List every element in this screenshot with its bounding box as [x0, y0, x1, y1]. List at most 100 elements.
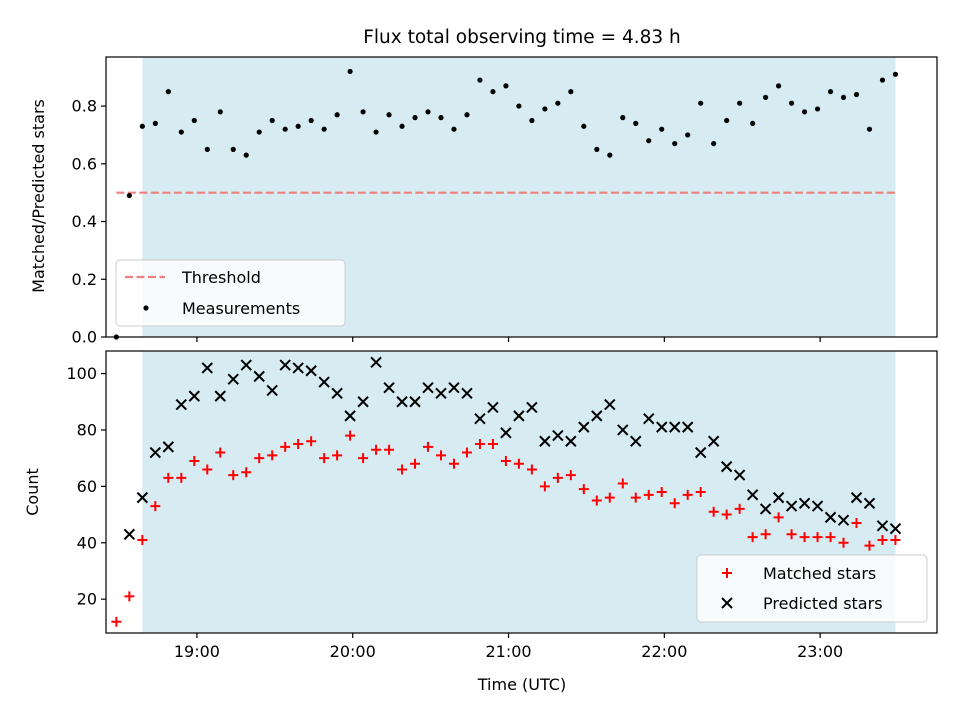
measurement-point	[165, 89, 171, 95]
predicted-legend-swatch	[721, 597, 733, 609]
measurement-point	[464, 112, 470, 118]
matched-star-point	[643, 489, 654, 500]
matched-star-point	[734, 503, 745, 514]
predicted-star-point	[279, 359, 291, 371]
matched-star-point	[604, 492, 615, 503]
measurement-point	[866, 126, 873, 132]
matched-star-point	[150, 501, 161, 512]
matched-star-point	[864, 540, 875, 551]
predicted-star-point	[175, 398, 188, 411]
predicted-star-point	[720, 460, 733, 473]
predicted-star-point	[383, 381, 395, 394]
measurement-point	[490, 89, 496, 95]
matched-star-point	[695, 487, 706, 497]
predicted-star-point	[591, 410, 603, 422]
predicted-star-point	[448, 381, 460, 394]
x-tick-label: 20:00	[330, 642, 376, 661]
matched-star-point	[280, 441, 291, 452]
matched-star-point	[630, 492, 641, 503]
matched-star-point	[474, 439, 485, 450]
measurement-point	[542, 106, 548, 112]
y-tick-label: 0.6	[72, 154, 97, 173]
matched-star-point	[137, 534, 148, 545]
measurement-point	[295, 123, 301, 129]
measurement-point	[516, 103, 522, 109]
measurement-point	[477, 77, 483, 83]
predicted-star-point	[305, 365, 317, 377]
y-tick-label: 0.0	[72, 328, 97, 347]
measurement-point	[529, 117, 535, 124]
measurement-point	[840, 94, 847, 101]
predicted-star-point	[227, 373, 239, 385]
matched-star-point	[410, 458, 421, 469]
measurement-point	[801, 109, 808, 115]
matched-star-point	[539, 481, 550, 492]
matched-star-point	[825, 532, 836, 543]
bottom-panel: 20 40 60 80 100 19:00 20:00 21:00 22:00 23:00 Cou…	[23, 350, 938, 694]
matched-star-point	[397, 464, 408, 475]
measurements-legend-swatch	[143, 305, 149, 311]
matched-star-point	[890, 534, 901, 545]
legend-box	[115, 259, 346, 327]
measurement-point	[607, 152, 613, 158]
matched-star-point	[487, 439, 498, 450]
measurement-point	[191, 117, 197, 124]
predicted-star-point	[461, 387, 473, 400]
measurement-point	[763, 94, 769, 101]
matched-star-point	[254, 453, 265, 464]
matched-star-point	[669, 498, 680, 509]
matched-star-point	[306, 436, 317, 447]
predicted-star-point	[733, 469, 746, 481]
y-tick-label: 0.2	[72, 270, 97, 289]
measurement-point	[334, 112, 340, 118]
matched-star-point	[760, 529, 771, 540]
measurement-point	[685, 132, 691, 138]
predicted-star-point	[539, 435, 551, 447]
x-tick-label: 21:00	[485, 642, 531, 661]
x-tick-label: 22:00	[641, 642, 687, 661]
predicted-star-point	[707, 435, 720, 447]
measurement-point	[360, 109, 366, 115]
predicted-star-point	[837, 514, 850, 526]
measurement-point	[724, 117, 730, 124]
ratio-legend: Threshold Measurements	[115, 259, 346, 327]
measurement-point	[217, 109, 223, 115]
matched-star-point	[345, 430, 356, 441]
matched-star-point	[578, 484, 589, 495]
predicted-star-point	[669, 421, 681, 433]
y-tick-label: 40	[77, 533, 97, 552]
matched-star-point	[838, 537, 849, 548]
measurement-point	[698, 100, 704, 106]
predicted-star-point	[811, 500, 824, 512]
matched-star-point	[189, 455, 200, 466]
chart-title: Flux total observing time = 4.83 h	[363, 27, 681, 48]
legend-box	[696, 554, 928, 623]
axes-frame	[105, 350, 938, 634]
top-panel: Flux total observing time = 4.83 h 0.0 0.…	[29, 27, 938, 347]
predicted-star-point	[643, 412, 655, 425]
measurement-point	[269, 117, 275, 124]
matched-legend-swatch	[722, 568, 732, 578]
predicted-star-point	[630, 435, 642, 447]
measurement-point	[788, 100, 795, 106]
matched-star-point	[358, 453, 369, 464]
predicted-star-point	[318, 376, 330, 388]
measurement-point	[139, 123, 145, 129]
predicted-star-point	[188, 390, 201, 402]
matched-star-point	[241, 467, 252, 478]
predicted-star-point	[863, 497, 876, 509]
predicted-star-point	[136, 491, 149, 504]
predicted-star-point	[850, 491, 863, 504]
y-tick-label: 0.4	[72, 212, 97, 231]
x-tick-label: 23:00	[797, 642, 843, 661]
measurement-point	[451, 126, 457, 132]
threshold-legend-label: Threshold	[181, 268, 261, 287]
matched-star-point	[293, 439, 304, 450]
matched-star-point	[747, 532, 758, 543]
measurement-point	[633, 120, 639, 126]
measurement-point	[581, 123, 587, 129]
predicted-star-point	[746, 489, 759, 501]
measurement-point	[750, 120, 756, 126]
matched-star-point	[851, 518, 862, 529]
predicted-star-point	[552, 429, 564, 442]
